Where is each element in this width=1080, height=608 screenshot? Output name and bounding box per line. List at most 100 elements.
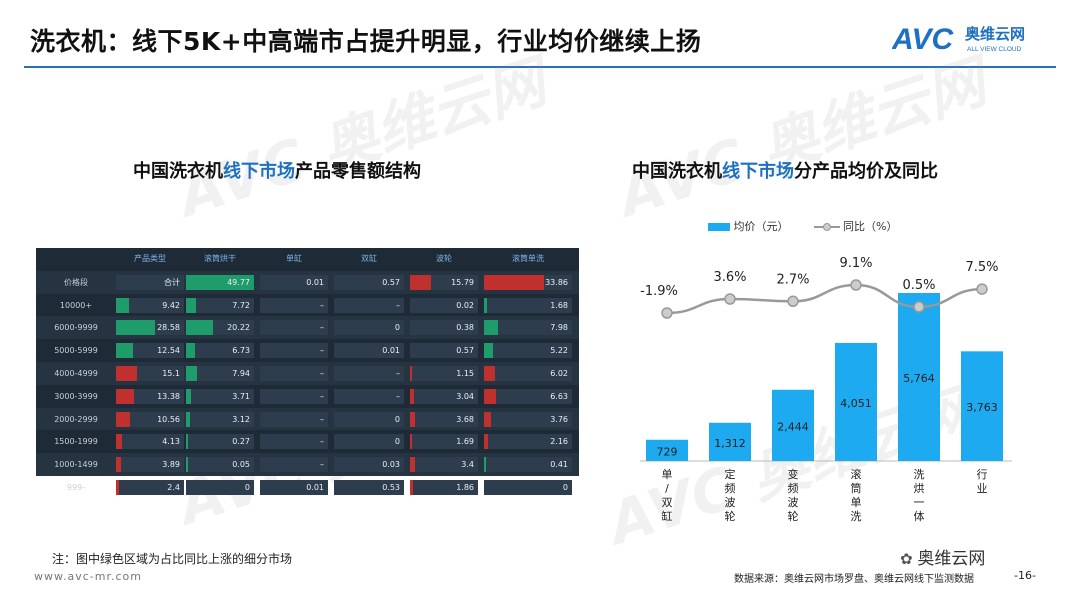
table-cell-value: 28.58 (157, 323, 180, 333)
table-cell-value: 0.01 (306, 277, 324, 287)
table-cell-bar (116, 366, 137, 381)
table-cell-value: – (396, 391, 400, 401)
left-chart-title: 中国洗衣机线下市场产品零售额结构 (133, 161, 421, 182)
table-cell: 3.89 (116, 457, 184, 473)
bar-value-label: 3,763 (966, 401, 998, 414)
table-cell-value: 12.54 (157, 346, 180, 356)
bar-value-label: 1,312 (714, 437, 746, 450)
yoy-line (666, 283, 983, 315)
bar-value-label: 2,444 (777, 420, 809, 433)
category-label: 频 (788, 481, 799, 495)
table-row: 3000-3999 13.38 3.71 – – 3.04 6.63 (36, 385, 579, 408)
category-label: 体 (914, 509, 925, 523)
table-cell: – (260, 434, 328, 450)
table-cell: 15.1 (116, 366, 184, 381)
table-cell: 0.05 (186, 457, 254, 473)
table-cell: 5.22 (484, 343, 572, 359)
yoy-label: 0.5% (902, 278, 935, 293)
table-cell-value: – (320, 369, 324, 378)
table-col-header: 滚筒烘干 (204, 254, 236, 263)
table-cell: 3.4 (410, 457, 478, 473)
table-cell: 0.01 (260, 480, 328, 495)
table-cell: 3.76 (484, 411, 572, 427)
table-cell-bar (116, 480, 120, 495)
bar (772, 389, 814, 461)
yoy-label: 3.6% (713, 270, 746, 285)
chart-legend: 均价（元） 同比（%） (708, 218, 897, 234)
table-cell-value: 3.76 (550, 414, 568, 424)
table-row: 999- 2.4 0 0.01 0.53 1.86 0 (36, 476, 579, 499)
table-row-label: 999- (66, 483, 86, 492)
table-cell-value: 0.27 (232, 437, 250, 447)
table-cell-bar (410, 457, 415, 473)
table-row-label: 4000-4999 (54, 369, 98, 378)
table-cell-value: 13.38 (157, 391, 180, 401)
table-cell-value: 49.77 (227, 277, 250, 287)
table-cell: 13.38 (116, 388, 184, 404)
table-cell-value: 3.89 (162, 460, 180, 470)
yoy-label: -1.9% (640, 284, 678, 299)
table-cell-value: 6.73 (232, 346, 250, 356)
table-row-label: 2000-2999 (54, 414, 98, 424)
legend-line-label: 同比（%） (843, 220, 898, 233)
table-cell-value: – (320, 460, 324, 470)
category-label: 一 (914, 496, 925, 509)
yoy-label: 9.1% (839, 256, 872, 271)
category-label: 定 (725, 467, 736, 481)
table-cell-bar (186, 434, 188, 450)
table-cell-bar (484, 457, 486, 473)
table-cell-value: 2.4 (167, 483, 180, 492)
table-cell-value: 0.02 (456, 300, 474, 310)
table-cell-bar (116, 434, 122, 450)
table-cell: 0.01 (334, 343, 404, 359)
table-row: 1000-1499 3.89 0.05 – 0.03 3.4 0.41 (36, 453, 579, 476)
table-cell: – (260, 297, 328, 313)
yoy-point (976, 283, 988, 295)
table-cell-bar (410, 434, 413, 450)
category-label: 洗 (914, 468, 925, 481)
table-cell: 1.15 (410, 366, 478, 381)
table-cell-bar (484, 320, 499, 336)
table-cell-bar (186, 297, 197, 313)
table-cell-value: 0 (394, 437, 400, 447)
table-col-header: 双缸 (361, 254, 377, 263)
table-cell: 0.27 (186, 434, 254, 450)
bar-value-label: 5,764 (903, 372, 935, 385)
table-cell-bar (410, 411, 415, 427)
category-label: 滚 (851, 467, 862, 481)
table-row-label: 3000-3999 (54, 391, 98, 401)
table-cell-bar (186, 411, 191, 427)
table-cell-bar (116, 343, 134, 359)
table-cell-bar (484, 343, 494, 359)
table-cell: 0 (186, 480, 254, 495)
table-cell-value: 3.71 (232, 391, 250, 401)
table-cell-value: 0.53 (382, 483, 400, 492)
table-col-header: 波轮 (436, 254, 452, 263)
table-cell: 9.42 (116, 297, 184, 313)
bar-value-label: 729 (657, 445, 678, 458)
avc-logo: AVC 奥维云网 ALL VIEW CLOUD (892, 23, 1025, 56)
legend-bar-swatch (708, 223, 730, 231)
table-cell-value: 33.86 (545, 277, 568, 287)
page-number: -16- (1014, 569, 1036, 582)
table-cell-value: – (320, 414, 324, 424)
bar (646, 439, 688, 461)
table-cell-value: 0.57 (456, 346, 474, 356)
category-label: 业 (977, 482, 988, 495)
table-cell: – (334, 366, 404, 381)
table-cell-value: – (320, 437, 324, 447)
table-cell-value: 15.79 (451, 277, 474, 287)
table-cell: 0.03 (334, 457, 404, 473)
table-cell-bar (186, 457, 188, 473)
legend-line-swatch (813, 223, 840, 231)
category-label: 单 (662, 468, 673, 481)
wechat-watermark: ✿ 奥维云网 (900, 549, 986, 569)
category-label: 单 (851, 496, 862, 509)
table-cell: – (334, 388, 404, 404)
category-label: 洗 (851, 510, 862, 523)
website-url[interactable]: www.avc-mr.com (34, 570, 142, 583)
table-cell-bar (186, 388, 192, 404)
table-cell-bar (410, 480, 413, 495)
table-cell-value: 4.13 (162, 437, 180, 447)
category-label: 波 (725, 496, 736, 509)
